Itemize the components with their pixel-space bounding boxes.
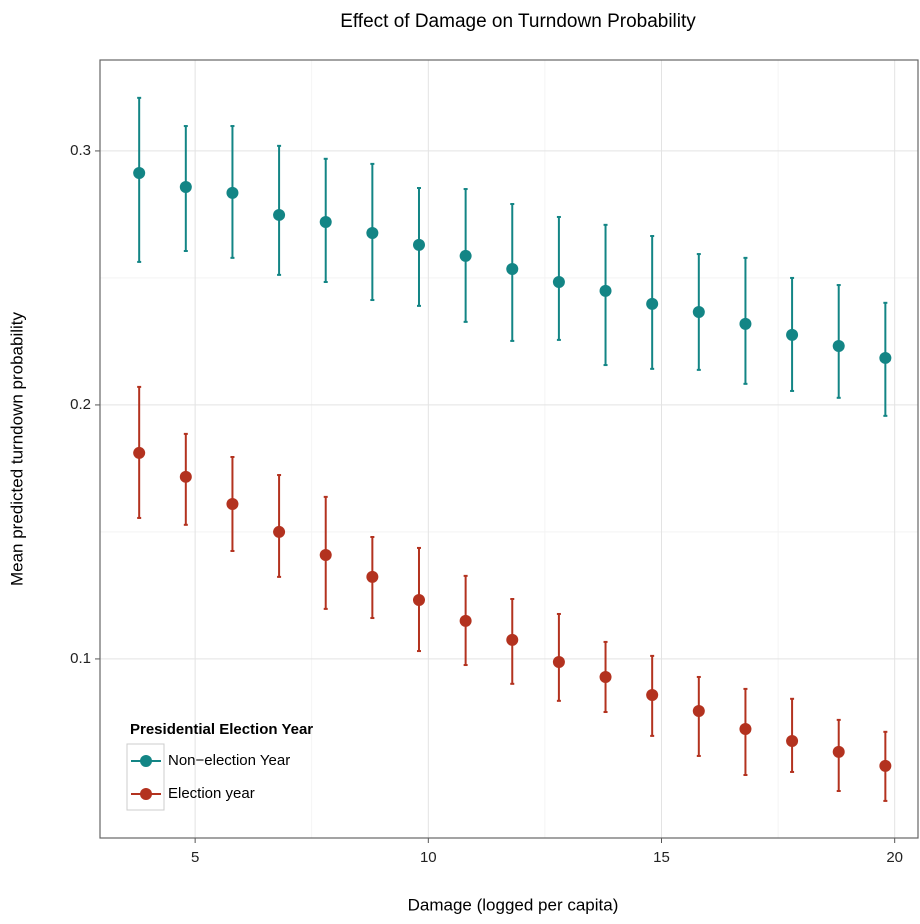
x-tick-label: 15 <box>653 849 670 866</box>
y-tick-label: 0.1 <box>70 650 91 667</box>
legend-label: Non−election Year <box>168 752 290 769</box>
point <box>599 670 612 683</box>
point <box>226 497 239 510</box>
x-tick-label: 10 <box>420 849 437 866</box>
point <box>273 208 286 221</box>
legend-key-box <box>126 743 165 811</box>
point <box>133 167 146 180</box>
point <box>179 180 192 193</box>
point <box>739 317 752 330</box>
point <box>552 275 565 288</box>
point <box>319 216 332 229</box>
point <box>506 263 519 276</box>
point <box>412 238 425 251</box>
point <box>459 249 472 262</box>
y-tick-label: 0.2 <box>70 396 91 413</box>
x-tick-label: 20 <box>886 849 903 866</box>
y-tick-label: 0.3 <box>70 142 91 159</box>
point <box>366 570 379 583</box>
point <box>133 446 146 459</box>
point <box>412 594 425 607</box>
point <box>786 734 799 747</box>
point <box>692 705 705 718</box>
y-axis-label: Mean predicted turndown probability <box>7 311 26 586</box>
point <box>552 655 565 668</box>
error-bar <box>137 96 142 263</box>
chart-title: Effect of Damage on Turndown Probability <box>340 11 696 32</box>
legend-key-point <box>140 755 152 767</box>
point <box>646 688 659 701</box>
x-tick-label: 5 <box>191 849 199 866</box>
point <box>879 351 892 364</box>
point <box>692 305 705 318</box>
point <box>786 328 799 341</box>
point <box>646 297 659 310</box>
point <box>226 186 239 199</box>
legend-label: Election year <box>168 785 255 802</box>
legend-key-point <box>140 788 152 800</box>
point <box>273 525 286 538</box>
legend-title: Presidential Election Year <box>130 721 313 738</box>
x-axis-label: Damage (logged per capita) <box>408 895 619 914</box>
plot-border <box>99 59 919 839</box>
point <box>832 340 845 353</box>
point <box>179 470 192 483</box>
point <box>599 284 612 297</box>
point <box>506 633 519 646</box>
point <box>319 549 332 562</box>
point <box>366 226 379 239</box>
point <box>879 759 892 772</box>
point <box>739 723 752 736</box>
point <box>832 745 845 758</box>
point <box>459 614 472 627</box>
